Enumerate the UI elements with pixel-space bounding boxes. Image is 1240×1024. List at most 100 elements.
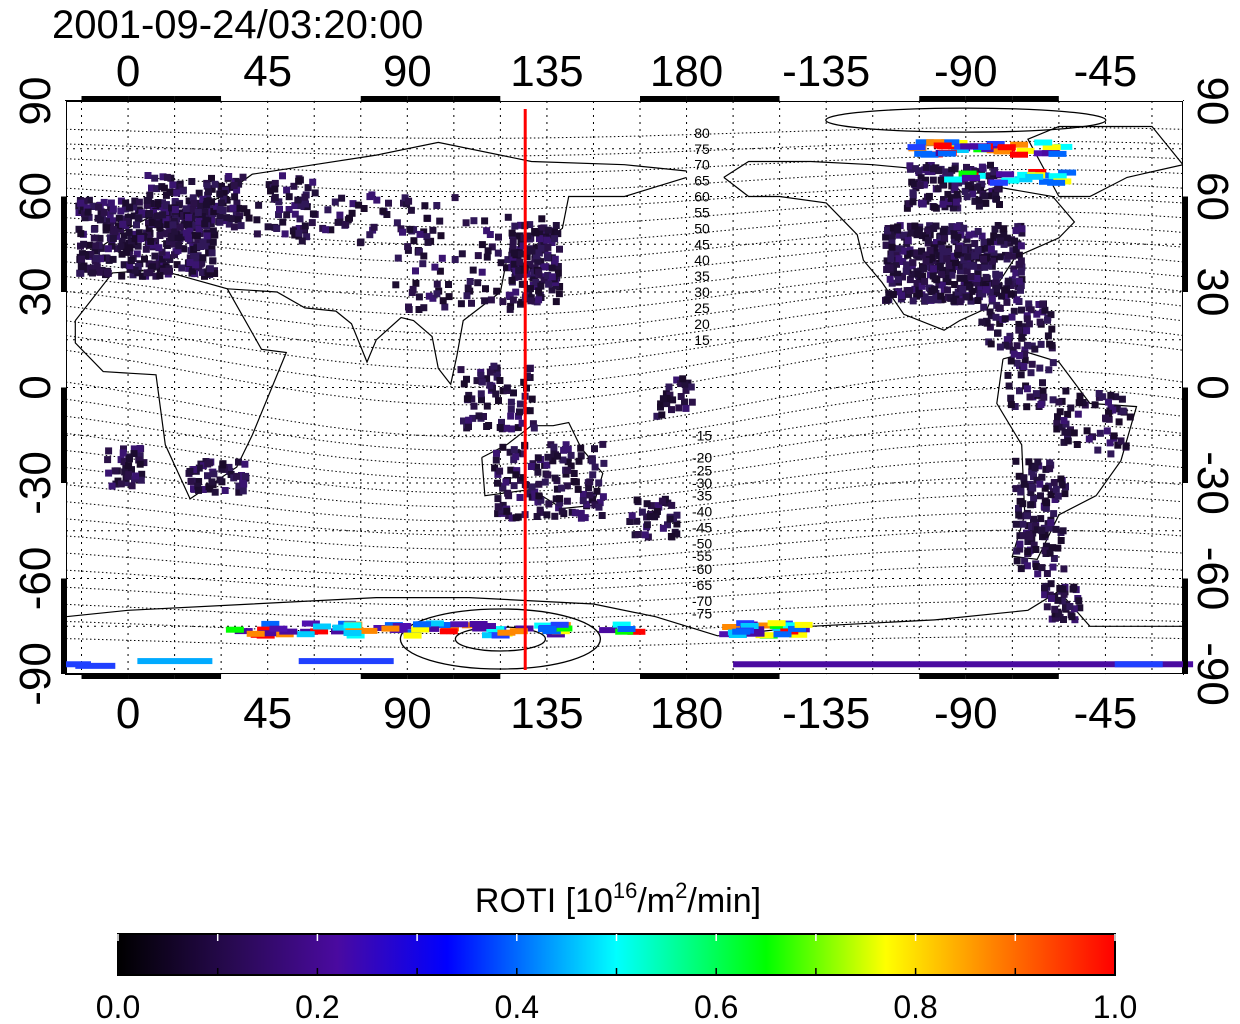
data-cell [933,239,940,246]
data-cell [912,165,919,173]
data-cell [420,304,428,312]
bottom-tick-bar [779,674,827,679]
top-tick-bar [826,96,873,101]
data-cell [243,209,251,217]
data-cell [275,211,282,219]
data-cell [1047,311,1055,319]
data-cell [510,389,517,397]
data-cell [134,242,142,250]
data-cell [412,267,419,275]
data-cell [464,284,472,292]
data-cell [201,208,209,216]
data-cell [483,402,491,410]
contour-label: 45 [694,236,710,252]
data-cell [586,478,594,486]
data-cell [130,445,138,453]
data-cell [477,371,485,379]
data-cell [1028,360,1036,368]
colorbar-tick-label: 0.8 [893,989,937,1024]
data-cell [904,237,912,245]
data-cell [308,219,316,227]
data-cell [971,279,979,287]
data-cell [919,200,927,208]
data-cell [1062,387,1070,395]
data-cell [281,230,289,238]
data-cell [357,238,365,246]
data-cell [588,457,596,465]
data-cell [217,199,225,207]
data-cell [408,289,416,296]
data-cell [211,180,219,188]
data-cell [1000,225,1008,233]
data-cell [1010,265,1018,273]
data-cell [156,272,164,280]
data-cell [544,243,552,251]
auroral-cell [1034,139,1053,146]
data-cell [531,493,539,501]
data-cell [508,425,516,433]
magnetic-contour [65,529,1184,564]
data-cell [216,206,224,213]
data-cell [653,412,661,420]
auroral-cell [261,620,280,627]
data-cell [125,462,133,470]
top-tick-bar [1105,96,1152,101]
data-cell [122,199,130,207]
data-cell [930,165,937,173]
data-cell [1107,391,1115,399]
data-cell [405,197,413,205]
data-cell [85,196,93,204]
data-cell [531,297,539,305]
auroral-cell [961,174,980,181]
data-cell [553,485,561,493]
data-cell [1048,595,1055,602]
data-cell [658,411,666,419]
auroral-cell [538,626,556,632]
data-cell [235,488,243,496]
data-cell [941,234,949,242]
data-cell [159,255,166,263]
data-cell [954,244,962,252]
data-cell [586,491,594,499]
data-cell [589,471,597,479]
data-cell [527,297,535,305]
data-cell [1031,345,1039,353]
data-cell [153,185,161,193]
data-cell [537,282,545,290]
data-cell [909,189,917,197]
data-cell [96,268,104,276]
data-cell [937,240,945,248]
data-cell [1044,316,1051,324]
data-cell [196,221,204,229]
data-cell [152,237,160,245]
data-cell [295,225,303,232]
data-cell [509,237,517,245]
auroral-cell [612,621,631,628]
data-cell [958,251,966,259]
data-cell [137,235,145,242]
data-cell [543,461,551,469]
data-cell [948,223,956,231]
data-cell [666,515,674,523]
bottom-axis-labels: 0 45 90 135 180 -135 -90 -45 [116,689,1137,738]
data-cell [996,253,1004,261]
data-cell [928,287,936,295]
data-cell [1058,597,1066,605]
left-tick-bar [61,101,66,197]
data-cell [899,231,907,239]
data-cell [1053,425,1061,433]
data-cell [929,272,937,280]
data-cell [498,418,505,426]
data-cell [526,365,534,372]
data-cell [939,181,947,189]
data-cell [1058,423,1066,431]
data-cell [512,514,520,522]
data-cell [117,225,125,233]
data-cell [85,241,93,249]
data-cell [998,292,1006,300]
data-cell [554,452,561,460]
data-cell [510,249,518,257]
data-cell [410,237,418,245]
data-cell [152,272,160,280]
data-cell [962,263,970,271]
